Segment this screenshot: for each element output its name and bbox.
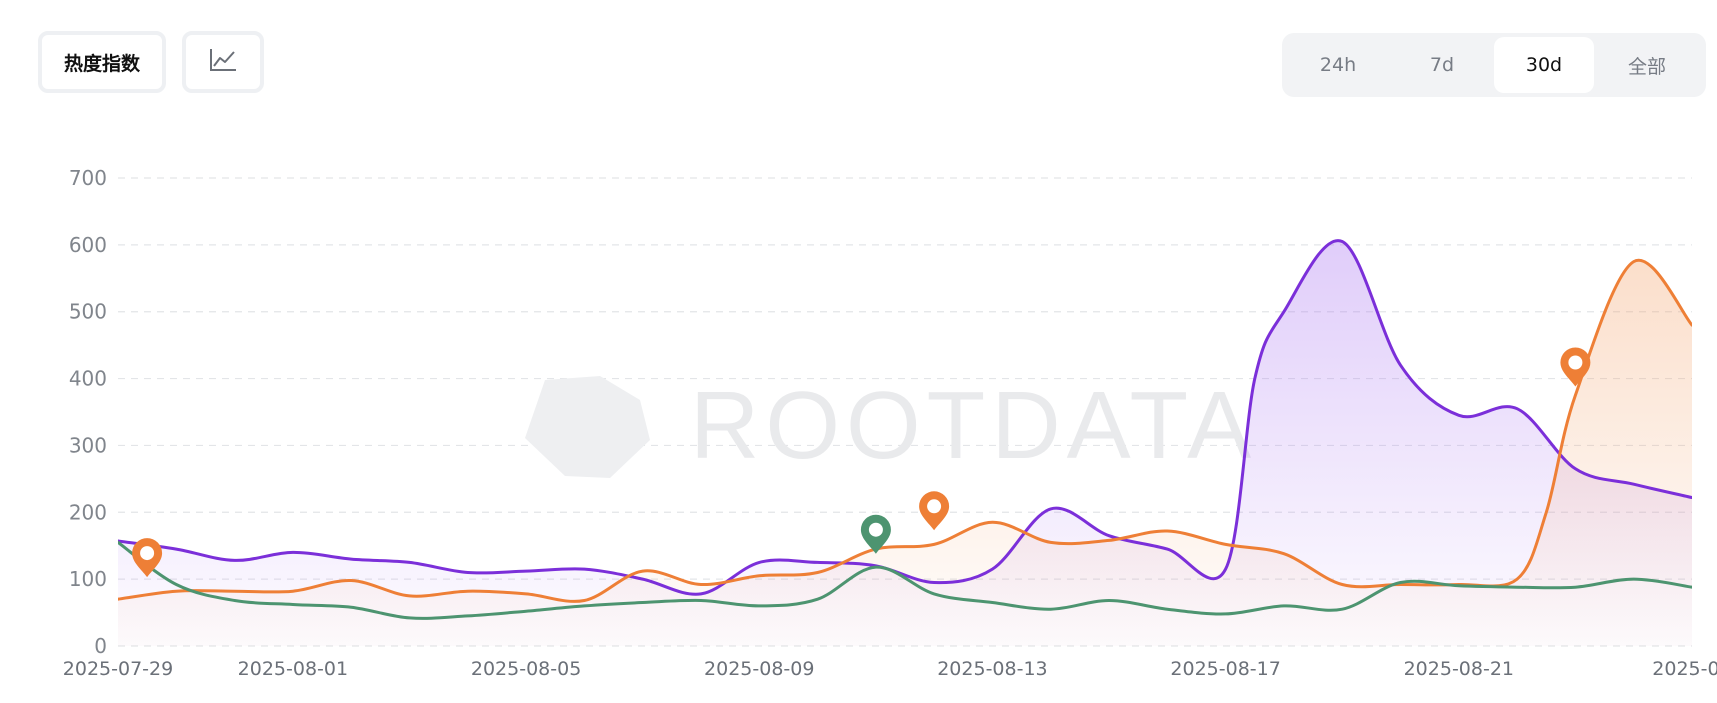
y-tick-label: 500: [69, 300, 107, 324]
pin-dot: [868, 522, 883, 537]
range-tab-24h[interactable]: 24h: [1319, 54, 1357, 76]
chart-toolbar: 热度指数 24h 7d 30d 全部: [0, 0, 1717, 110]
green-series-line: [118, 540, 1692, 620]
event-marker-pin-icon[interactable]: [860, 514, 891, 554]
watermark: ROOTDATA: [525, 372, 1257, 479]
y-tick-label: 400: [69, 367, 107, 391]
y-axis: 0 100 200 300 400 500 600 700: [69, 166, 107, 658]
y-tick-label: 700: [69, 166, 107, 190]
y-tick-label: 100: [69, 567, 107, 591]
chart-type-toggle-button[interactable]: [182, 31, 264, 93]
line-chart-icon: [208, 47, 238, 77]
y-tick-label: 300: [69, 433, 107, 457]
series-areas: [118, 240, 1692, 646]
y-tick-label: 200: [69, 500, 107, 524]
pin-dot: [1568, 355, 1583, 370]
range-tab-7d[interactable]: 7d: [1429, 54, 1455, 76]
event-markers: [132, 347, 1591, 578]
watermark-text: ROOTDATA: [690, 372, 1257, 479]
event-marker-pin-icon[interactable]: [132, 538, 163, 578]
pin-dot: [927, 499, 942, 514]
range-tab-all[interactable]: 全部: [1627, 55, 1666, 78]
range-tab-30d[interactable]: 30d: [1494, 37, 1594, 93]
purple-series-line: [118, 239, 1692, 596]
x-tick-label: 2025-08-01: [238, 658, 348, 680]
x-tick-label: 2025-08-13: [937, 658, 1047, 680]
watermark-logo-icon: [525, 376, 650, 478]
x-tick-label: 2025-08-05: [471, 658, 581, 680]
metric-label: 热度指数: [63, 52, 140, 75]
pin-dot: [140, 546, 155, 561]
orange-series-area: [118, 260, 1692, 646]
series-lines: [118, 239, 1692, 620]
x-tick-label: 2025-08-21: [1404, 658, 1514, 680]
event-marker-pin-icon[interactable]: [919, 491, 950, 531]
purple-series-area: [118, 240, 1692, 646]
y-tick-label: 600: [69, 233, 107, 257]
event-marker-pin-icon[interactable]: [1560, 347, 1591, 387]
x-tick-label: 2025-08-17: [1170, 658, 1280, 680]
time-range-selector: 24h 7d 30d 全部: [1282, 33, 1706, 97]
x-axis: 2025-07-29 2025-08-01 2025-08-05 2025-08-09…: [63, 658, 1717, 680]
y-tick-label: 0: [94, 634, 107, 658]
metric-selector-button[interactable]: 热度指数: [38, 31, 166, 93]
x-tick-label: 2025-07-29: [63, 658, 173, 680]
x-tick-label: 2025-08: [1652, 658, 1717, 680]
orange-series-line: [118, 258, 1692, 603]
x-tick-label: 2025-08-09: [704, 658, 814, 680]
